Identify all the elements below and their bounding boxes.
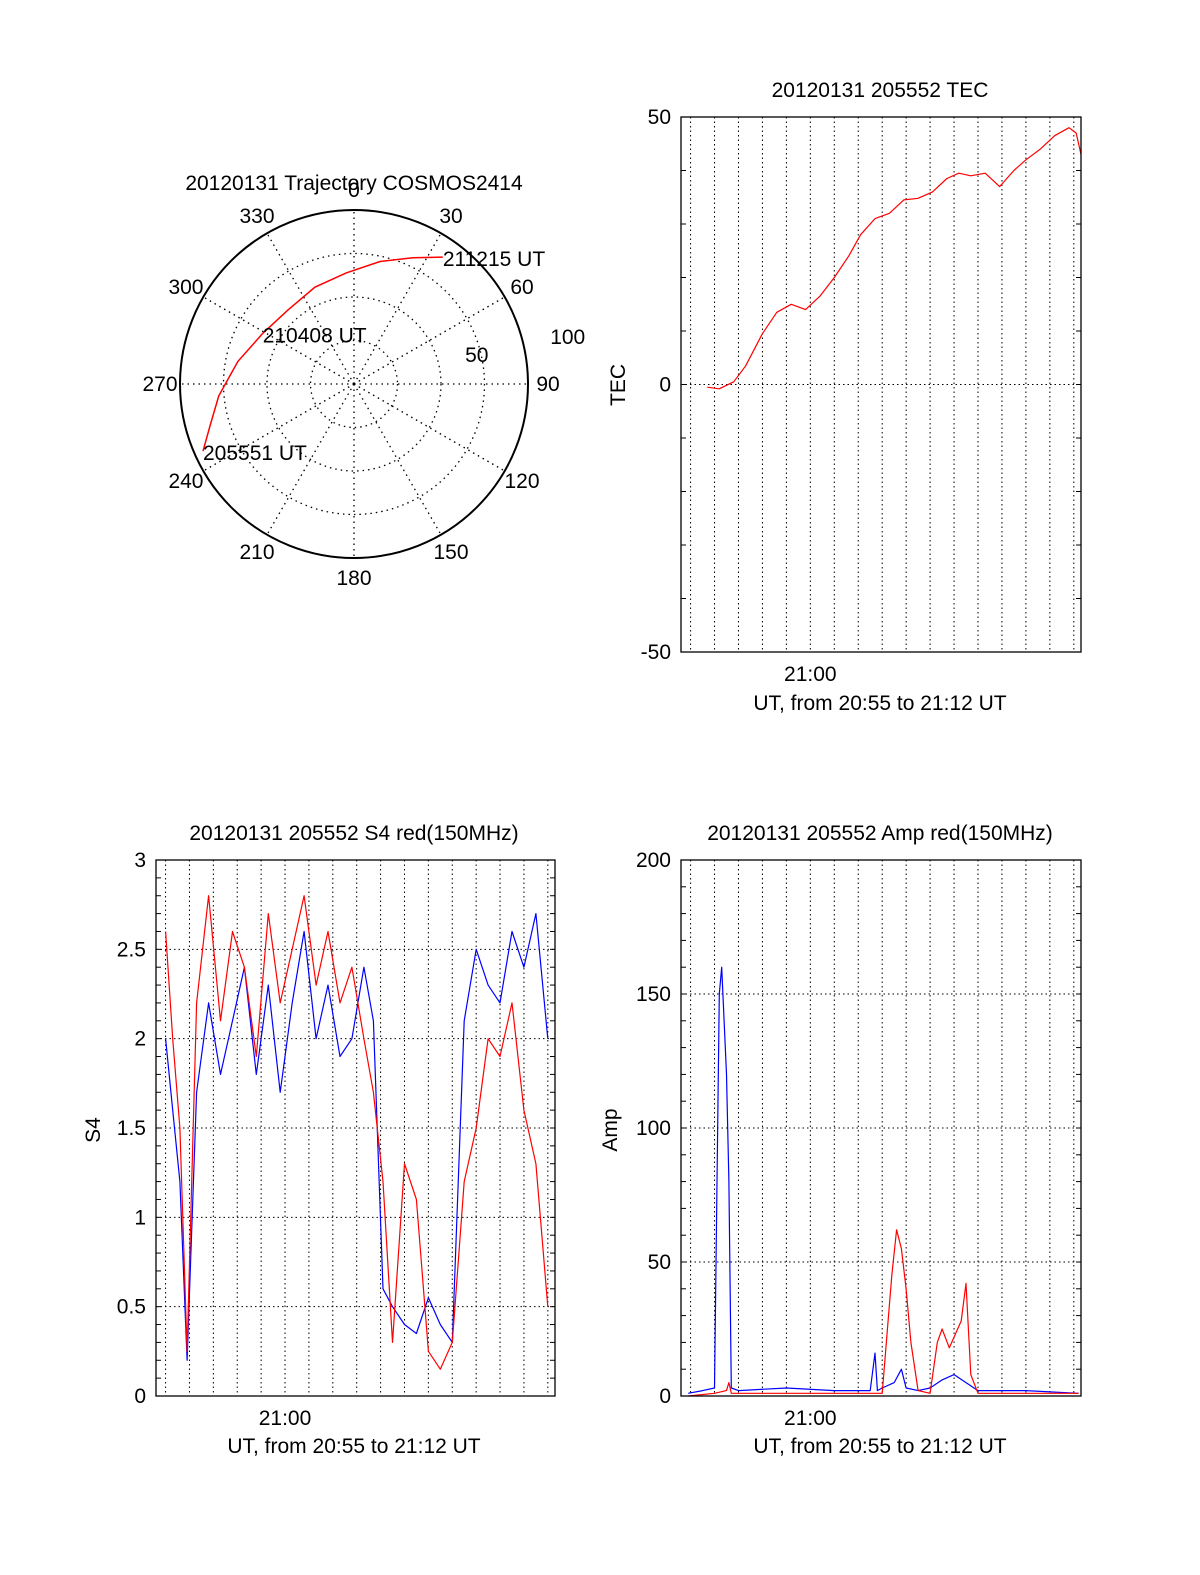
polar-ring <box>266 296 442 472</box>
polar-spoke <box>353 383 442 536</box>
polar-labels: 0 30 60 90 120 150 180 210 240 270 300 330 50 100 2112… <box>142 179 585 590</box>
azimuth-tick-label: 270 <box>142 373 177 396</box>
y-tick-label: 0.5 <box>117 1296 146 1319</box>
radial-tick-label: 100 <box>550 326 585 349</box>
polar-spoke <box>353 296 506 385</box>
azimuth-tick-label: 0 <box>348 179 360 202</box>
y-tick-label: 2.5 <box>117 938 146 961</box>
x-tick-label: 21:00 <box>784 663 837 686</box>
y-tick-label: 50 <box>648 106 671 129</box>
plot-area: 0 50 100 150 200 21:00 <box>636 849 1082 1430</box>
y-axis-label: Amp <box>599 1108 622 1151</box>
trajectory-series-line <box>202 256 443 452</box>
amp-chart: 20120131 205552 Amp red(150MHz) Amp UT, … <box>599 822 1082 1458</box>
x-axis-label: UT, from 20:55 to 21:12 UT <box>753 692 1006 715</box>
azimuth-tick-label: 120 <box>504 470 539 493</box>
s4-chart: 20120131 205552 S4 red(150MHz) S4 UT, fr… <box>82 822 556 1458</box>
chart-title: 20120131 205552 TEC <box>772 79 989 102</box>
plot-frame <box>680 116 1082 653</box>
polar-spoke <box>202 296 355 385</box>
radial-tick-label: 50 <box>465 344 488 367</box>
x-tick-label: 21:00 <box>784 1407 837 1430</box>
x-tick-label: 21:00 <box>259 1407 312 1430</box>
polar-spoke <box>202 383 355 472</box>
polar-grid <box>180 210 528 558</box>
tec-chart: 20120131 205552 TEC TEC UT, from 20:55 t… <box>607 79 1082 715</box>
trajectory-annotation: 210408 UT <box>263 324 367 347</box>
y-tick-label: 0 <box>659 1385 671 1408</box>
plot-area: -50 0 50 21:00 <box>641 106 1082 686</box>
trajectory-polar-chart: 20120131 Trajectory COSMOS2414 0 30 60 90 12… <box>142 172 585 590</box>
y-tick-label: 1 <box>134 1206 146 1229</box>
chart-title: 20120131 205552 Amp red(150MHz) <box>707 822 1053 845</box>
series-line-red <box>688 1229 1079 1397</box>
y-tick-label: 2 <box>134 1028 146 1051</box>
polar-spoke <box>353 383 506 472</box>
azimuth-tick-label: 30 <box>439 205 462 228</box>
y-tick-label: 1.5 <box>117 1117 146 1140</box>
y-tick-label: 50 <box>648 1251 671 1274</box>
y-axis-label: S4 <box>82 1117 105 1143</box>
trajectory-annotation: 205551 UT <box>203 442 307 465</box>
y-axis-label: TEC <box>607 364 630 406</box>
polar-spoke <box>266 232 355 385</box>
azimuth-tick-label: 300 <box>168 276 203 299</box>
plot-area: 0 0.5 1 1.5 2 2.5 3 21:00 <box>117 849 556 1430</box>
x-axis-label: UT, from 20:55 to 21:12 UT <box>227 1435 480 1458</box>
azimuth-tick-label: 240 <box>168 470 203 493</box>
polar-ring <box>222 252 486 516</box>
series-line-blue <box>688 966 1079 1394</box>
polar-outer-circle <box>179 209 529 559</box>
azimuth-tick-label: 90 <box>536 373 559 396</box>
y-tick-label: 150 <box>636 983 671 1006</box>
azimuth-tick-label: 330 <box>239 205 274 228</box>
azimuth-tick-label: 150 <box>433 541 468 564</box>
series-line-red <box>165 895 549 1370</box>
polar-ring <box>309 339 399 429</box>
azimuth-tick-label: 180 <box>336 567 371 590</box>
y-tick-label: 3 <box>134 849 146 872</box>
plot-frame <box>680 859 1082 1397</box>
trajectory-annotation: 211215 UT <box>443 248 546 271</box>
y-tick-label: 100 <box>636 1117 671 1140</box>
y-tick-label: 200 <box>636 849 671 872</box>
polar-spoke <box>266 383 355 536</box>
polar-spoke <box>353 232 442 385</box>
y-tick-label: 0 <box>659 374 671 397</box>
chart-title: 20120131 Trajectory COSMOS2414 <box>185 172 523 195</box>
y-tick-label: -50 <box>641 641 671 664</box>
series-line-blue <box>165 912 549 1361</box>
series-line-red <box>707 127 1082 390</box>
y-tick-label: 0 <box>134 1385 146 1408</box>
azimuth-tick-label: 210 <box>239 541 274 564</box>
azimuth-tick-label: 60 <box>510 276 533 299</box>
x-axis-label: UT, from 20:55 to 21:12 UT <box>753 1435 1006 1458</box>
polar-marks <box>202 256 443 452</box>
plot-frame <box>155 859 556 1397</box>
chart-title: 20120131 205552 S4 red(150MHz) <box>189 822 518 845</box>
